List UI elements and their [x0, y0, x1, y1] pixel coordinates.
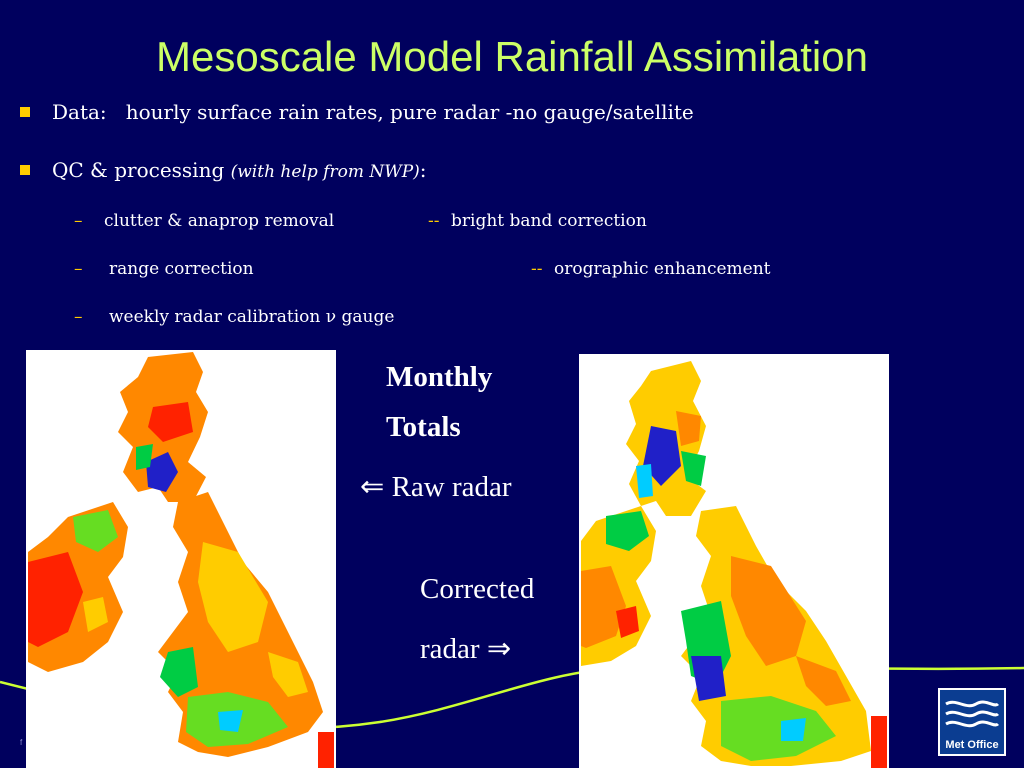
met-office-logo: Met Office: [938, 688, 1006, 756]
bullet-qc-italic: (with help from NWP): [230, 162, 420, 182]
left-arrow-icon: ⇐: [360, 471, 385, 503]
raw-radar-map: [26, 350, 336, 768]
monthly-totals-line2: Totals: [386, 411, 461, 443]
bullet-qc-text: QC & processing: [52, 158, 231, 182]
corrected-radar-map-graphic: [581, 356, 887, 768]
right-arrow-icon: ⇒: [486, 633, 512, 665]
corrected-radar-text: radar: [420, 633, 480, 665]
sub-bullet-calibration: weekly radar calibration ν gauge: [109, 307, 395, 327]
raw-radar-map-graphic: [28, 352, 334, 768]
sub-dash-2: --: [531, 259, 543, 279]
corrected-label-line1: Corrected: [420, 573, 535, 605]
sub-dash: –: [74, 211, 83, 231]
bullet-data: Data: hourly surface rain rates, pure ra…: [52, 99, 694, 125]
bullet-data-label: Data:: [52, 100, 107, 124]
corrected-radar-map: [579, 354, 889, 768]
footer-text: f: [20, 738, 23, 747]
bullet-qc-suffix: :: [419, 158, 427, 182]
bullet-qc: QC & processing (with help from NWP):: [52, 157, 427, 185]
raw-radar-label: ⇐ Raw radar: [360, 462, 512, 512]
sub-dash: –: [74, 307, 83, 327]
corrected-label-line2: radar ⇒: [420, 624, 511, 674]
sub-dash-2: --: [428, 211, 440, 231]
raw-radar-text: Raw radar: [391, 471, 512, 503]
bullet-marker: [20, 107, 30, 117]
bullet-marker: [20, 165, 30, 175]
slide-title: Mesoscale Model Rainfall Assimilation: [156, 33, 868, 80]
sub-bullet-orographic: orographic enhancement: [554, 259, 771, 279]
wave-icon: [945, 700, 1000, 728]
bullet-data-text: hourly surface rain rates, pure radar -n…: [125, 100, 694, 124]
sub-dash: –: [74, 259, 83, 279]
monthly-totals-line1: Monthly: [386, 361, 493, 393]
sub-bullet-bright-band: bright band correction: [451, 211, 647, 231]
logo-text: Met Office: [945, 739, 999, 751]
sub-bullet-clutter: clutter & anaprop removal: [104, 211, 335, 231]
sub-bullet-range: range correction: [109, 259, 254, 279]
